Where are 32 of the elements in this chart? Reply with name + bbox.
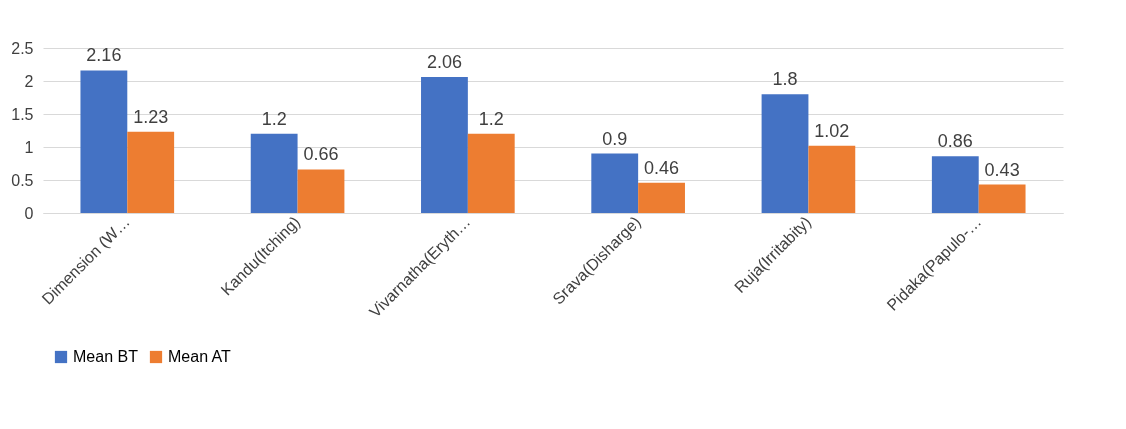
data-label: 1.2 (261, 108, 287, 129)
bar (638, 182, 685, 213)
y-tick-label: 1.5 (11, 105, 34, 123)
data-label: 2.16 (86, 45, 122, 66)
bar (761, 94, 809, 213)
data-label: 0.46 (644, 157, 680, 178)
data-label: 1.2 (478, 108, 504, 129)
y-tick-label: 2.5 (11, 39, 34, 57)
y-tick-label: 0 (24, 204, 34, 222)
data-label: 0.43 (984, 159, 1020, 180)
y-tick-label: 0.5 (11, 171, 34, 189)
data-label: 1.23 (133, 106, 169, 127)
y-tick-label: 2 (24, 72, 34, 90)
bar (978, 184, 1026, 213)
bar (931, 156, 979, 213)
bar (808, 145, 856, 213)
data-label: 1.8 (772, 69, 798, 90)
bar (467, 133, 515, 213)
data-label: 1.02 (814, 120, 850, 141)
data-label: 0.86 (937, 131, 973, 152)
data-label: 0.9 (602, 128, 628, 149)
data-label: 0.66 (303, 144, 339, 165)
bar (127, 131, 175, 213)
bar (297, 169, 345, 213)
bar (421, 77, 468, 213)
bar (591, 153, 639, 213)
data-label: 2.06 (426, 52, 462, 73)
y-tick-label: 1 (24, 138, 34, 156)
bar (80, 70, 128, 213)
bar (250, 133, 298, 213)
legend-label: Mean BT (73, 348, 139, 365)
legend-label: Mean AT (168, 348, 232, 365)
